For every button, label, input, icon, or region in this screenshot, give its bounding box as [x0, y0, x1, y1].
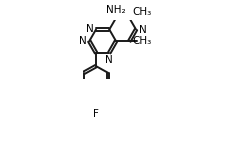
Text: N: N: [79, 36, 86, 46]
Text: N: N: [105, 55, 113, 65]
Text: NH₂: NH₂: [106, 5, 126, 15]
Text: N: N: [139, 25, 147, 34]
Text: N: N: [86, 24, 93, 34]
Text: CH₃: CH₃: [132, 7, 152, 17]
Text: CH₃: CH₃: [132, 36, 152, 46]
Text: F: F: [93, 109, 99, 119]
